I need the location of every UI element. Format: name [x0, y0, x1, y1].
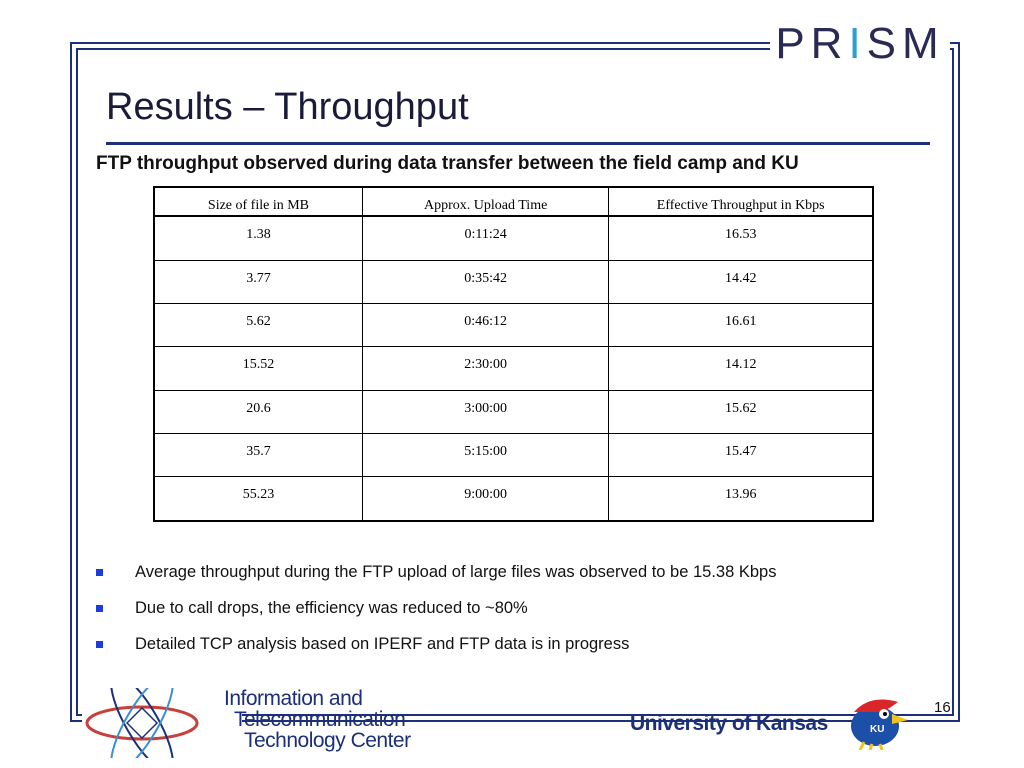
university-name: University of Kansas [630, 712, 828, 735]
prism-logo-i: I [848, 19, 867, 68]
cell-file-size: 15.52 [153, 346, 363, 391]
table-row: 1.38 0:11:24 16.53 [153, 215, 874, 261]
frame-bottom-outer [70, 720, 960, 722]
cell-upload-time: 9:00:00 [361, 476, 610, 522]
table-row: 55.23 9:00:00 13.96 [153, 476, 874, 522]
frame-right-outer [958, 42, 960, 722]
frame-left-inner [76, 48, 78, 716]
cell-file-size: 3.77 [153, 259, 363, 304]
page-number: 16 [934, 699, 951, 716]
cell-file-size: 55.23 [153, 476, 363, 522]
square-bullet-icon [96, 605, 103, 612]
cell-upload-time: 3:00:00 [361, 389, 610, 434]
ittc-line-3: Technology Center [244, 729, 411, 752]
slide-subtitle: FTP throughput observed during data tran… [96, 153, 799, 174]
cell-upload-time: 2:30:00 [361, 346, 610, 391]
cell-file-size: 20.6 [153, 389, 363, 434]
frame-right-inner [952, 48, 954, 716]
jayhawk-mascot-icon: KU [851, 699, 908, 750]
table-row: 35.7 5:15:00 15.47 [153, 432, 874, 478]
square-bullet-icon [96, 641, 103, 648]
bullet-item: Detailed TCP analysis based on IPERF and… [96, 635, 776, 671]
cell-throughput: 13.96 [608, 476, 874, 522]
prism-logo-pr: PR [775, 19, 849, 68]
cell-throughput: 15.47 [608, 432, 874, 478]
cell-file-size: 35.7 [153, 432, 363, 478]
cell-upload-time: 0:35:42 [361, 259, 610, 304]
ittc-name: Information and Telecommunication Techno… [224, 688, 411, 751]
column-header-upload-time: Approx. Upload Time [361, 186, 610, 217]
ittc-swirl-logo-icon [82, 688, 242, 758]
cell-file-size: 5.62 [153, 302, 363, 348]
cell-upload-time: 5:15:00 [361, 432, 610, 478]
table-header-row: Size of file in MB Approx. Upload Time E… [153, 186, 874, 217]
bullet-text: Due to call drops, the efficiency was re… [135, 599, 528, 617]
column-header-throughput: Effective Throughput in Kbps [608, 186, 874, 217]
cell-throughput: 15.62 [608, 389, 874, 434]
bullet-item: Average throughput during the FTP upload… [96, 563, 776, 599]
cell-upload-time: 0:46:12 [361, 302, 610, 348]
ittc-line-2: Telecommunication [234, 708, 406, 731]
bullet-item: Due to call drops, the efficiency was re… [96, 599, 776, 635]
frame-bottom-inner [76, 714, 954, 716]
svg-text:KU: KU [870, 724, 884, 735]
column-header-file-size: Size of file in MB [153, 186, 363, 217]
table-row: 3.77 0:35:42 14.42 [153, 259, 874, 304]
frame-left-outer [70, 42, 72, 722]
cell-upload-time: 0:11:24 [361, 215, 610, 261]
prism-logo: PR I SM [770, 14, 950, 74]
throughput-table: Size of file in MB Approx. Upload Time E… [153, 186, 874, 522]
frame-top-outer [70, 42, 960, 44]
bullet-list: Average throughput during the FTP upload… [96, 563, 776, 671]
slide-title: Results – Throughput [106, 86, 469, 128]
cell-throughput: 16.61 [608, 302, 874, 348]
bullet-text: Detailed TCP analysis based on IPERF and… [135, 635, 630, 653]
title-underline [106, 142, 930, 145]
cell-file-size: 1.38 [153, 215, 363, 261]
table-row: 15.52 2:30:00 14.12 [153, 346, 874, 391]
cell-throughput: 14.42 [608, 259, 874, 304]
ittc-line-1: Information and [224, 687, 363, 710]
prism-logo-sm: SM [866, 19, 945, 68]
frame-top-inner [76, 48, 954, 50]
table-row: 20.6 3:00:00 15.62 [153, 389, 874, 434]
cell-throughput: 14.12 [608, 346, 874, 391]
bullet-text: Average throughput during the FTP upload… [135, 563, 777, 581]
cell-throughput: 16.53 [608, 215, 874, 261]
table-row: 5.62 0:46:12 16.61 [153, 302, 874, 348]
square-bullet-icon [96, 569, 103, 576]
